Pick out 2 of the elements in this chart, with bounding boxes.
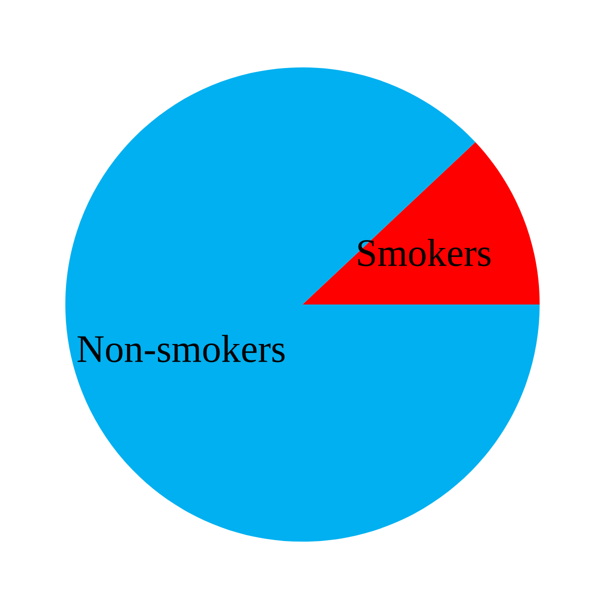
slice-label: Non-smokers: [78, 334, 285, 362]
slice-label: Smokers: [358, 238, 490, 266]
